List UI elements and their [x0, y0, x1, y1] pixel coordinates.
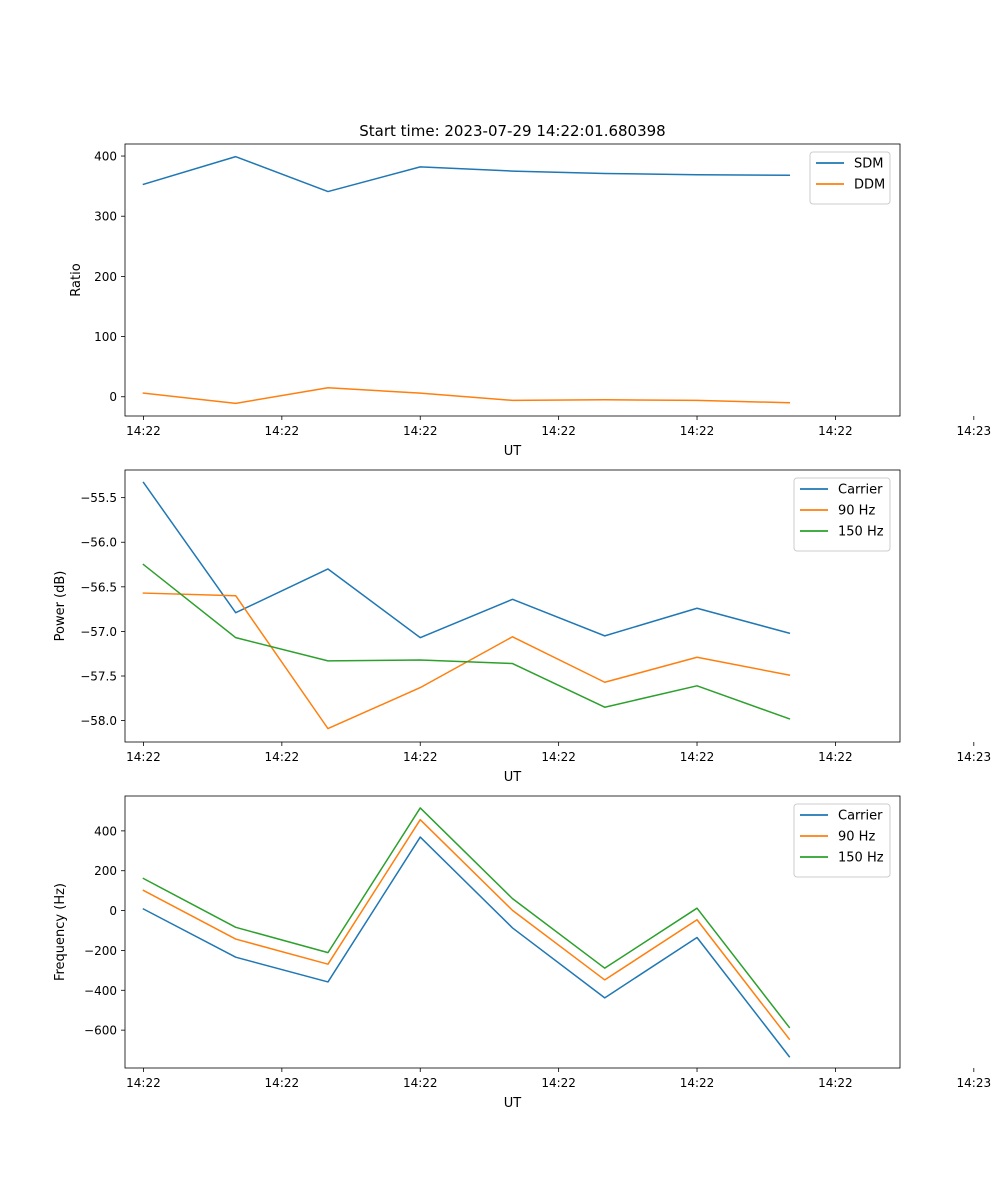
x-tick-label: 14:22	[680, 750, 715, 764]
axes-frame	[124, 469, 901, 743]
x-tick-label: 14:23	[957, 424, 992, 438]
x-tick-label: 14:22	[541, 750, 576, 764]
legend-label: Carrier	[838, 483, 883, 498]
panel-2: 14:22 14:22 14:22 14:22 14:22 14:22 14:23 −55.5…	[53, 469, 992, 785]
legend-label: 90 Hz	[838, 504, 875, 519]
x-tick-label: 14:23	[957, 1076, 992, 1090]
panels: 14:22 14:22 14:22 14:22 14:22 14:22 14:23 0 100 2…	[53, 143, 992, 1111]
series-line-90-hz	[142, 818, 791, 1041]
y-axis-label: Frequency (Hz)	[53, 883, 68, 981]
x-tick-label: 14:22	[126, 1076, 161, 1090]
legend-label: SDM	[854, 157, 883, 172]
x-tick-label: 14:22	[265, 750, 300, 764]
legend-label: 150 Hz	[838, 525, 884, 540]
y-tick-label: 0	[109, 390, 117, 404]
series-line-carrier	[142, 481, 791, 639]
x-tick-label: 14:22	[403, 1076, 438, 1090]
y-tick-label: 0	[109, 904, 117, 918]
y-tick-label: 300	[94, 210, 117, 224]
y-tick-label: 400	[94, 824, 117, 838]
y-tick-label: 100	[94, 330, 117, 344]
x-tick-label: 14:23	[957, 750, 992, 764]
x-tick-label: 14:22	[126, 750, 161, 764]
legend: Carrier 90 Hz 150 Hz	[793, 477, 891, 552]
legend-label: 150 Hz	[838, 851, 884, 866]
y-tick-label: −55.5	[80, 491, 117, 505]
y-tick-label: −200	[84, 944, 117, 958]
series-line-150-hz	[142, 807, 791, 1029]
y-axis-label: Power (dB)	[53, 571, 68, 642]
panel-1: 14:22 14:22 14:22 14:22 14:22 14:22 14:23 0 100 2…	[69, 143, 992, 459]
axes-frame	[124, 143, 901, 417]
y-tick-label: −57.5	[80, 670, 117, 684]
axes-frame	[124, 795, 901, 1069]
x-tick-label: 14:22	[541, 424, 576, 438]
legend-box	[809, 151, 891, 205]
legend-label: DDM	[854, 178, 885, 193]
legend-box	[793, 477, 891, 552]
y-tick-label: 200	[94, 270, 117, 284]
y-tick-label: 200	[94, 864, 117, 878]
y-tick-label: −600	[84, 1024, 117, 1038]
series-line-150-hz	[142, 563, 791, 720]
legend: SDM DDM	[809, 151, 891, 205]
x-tick-label: 14:22	[680, 424, 715, 438]
y-tick-label: −400	[84, 984, 117, 998]
x-tick-label: 14:22	[541, 1076, 576, 1090]
figure-title: Start time: 2023-07-29 14:22:01.680398	[359, 122, 665, 140]
x-tick-label: 14:22	[403, 424, 438, 438]
panel-3: 14:22 14:22 14:22 14:22 14:22 14:22 14:23 400 20…	[53, 795, 992, 1111]
x-tick-label: 14:22	[680, 1076, 715, 1090]
series-line-sdm	[142, 155, 791, 193]
legend-label: Carrier	[838, 809, 883, 824]
x-tick-label: 14:22	[818, 750, 853, 764]
x-tick-label: 14:22	[265, 1076, 300, 1090]
legend-label: 90 Hz	[838, 830, 875, 845]
legend: Carrier 90 Hz 150 Hz	[793, 803, 891, 878]
series-line-ddm	[142, 386, 791, 405]
x-tick-label: 14:22	[403, 750, 438, 764]
x-axis-label: UT	[504, 444, 522, 459]
y-tick-label: −56.5	[80, 580, 117, 594]
x-axis-label: UT	[504, 770, 522, 785]
x-axis-label: UT	[504, 1096, 522, 1111]
series-line-carrier	[142, 836, 791, 1058]
y-tick-label: −57.0	[80, 625, 117, 639]
y-axis-label: Ratio	[69, 263, 84, 296]
x-tick-label: 14:22	[126, 424, 161, 438]
y-tick-label: 400	[94, 150, 117, 164]
x-tick-label: 14:22	[818, 1076, 853, 1090]
x-tick-label: 14:22	[265, 424, 300, 438]
x-tick-label: 14:22	[818, 424, 853, 438]
legend-box	[793, 803, 891, 878]
y-tick-label: −58.0	[80, 714, 117, 728]
y-tick-label: −56.0	[80, 536, 117, 550]
